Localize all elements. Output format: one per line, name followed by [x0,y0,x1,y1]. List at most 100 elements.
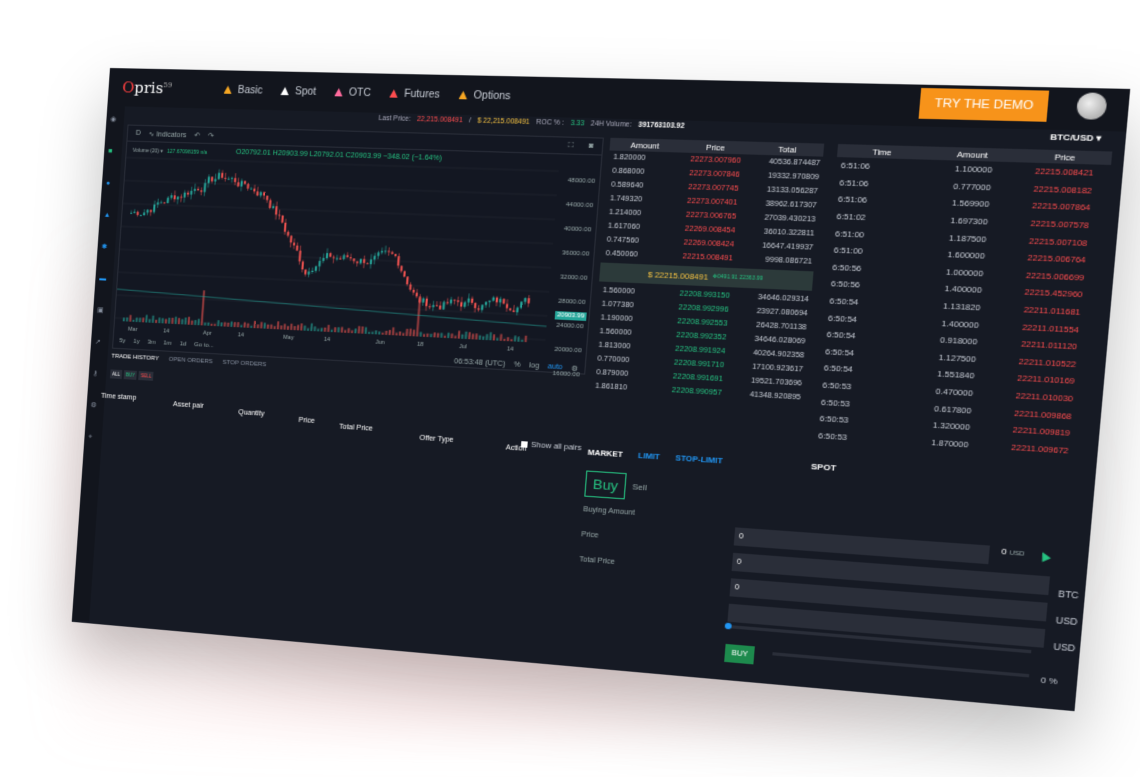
range-option[interactable]: Go to... [194,342,214,349]
tab-limit[interactable]: LIMIT [638,451,660,462]
volume-bar [341,327,343,333]
chart-settings-icon[interactable]: ⚙ [571,364,578,373]
y-tick: 40000.00 [563,218,592,243]
candle-body [442,302,445,310]
column-header[interactable]: Price [680,141,752,153]
nav-options[interactable]: Options [458,89,511,102]
history-column-header[interactable]: Quantity [238,409,265,418]
tab-stop-limit[interactable]: STOP-LIMIT [675,453,723,466]
undo-icon[interactable]: ↶ [194,131,200,139]
percent-toggle[interactable]: % [513,361,520,370]
camera-icon[interactable]: ◙ [588,142,593,150]
range-option[interactable]: 3m [147,340,156,346]
history-tab[interactable]: OPEN ORDERS [168,357,212,365]
show-all-checkbox[interactable] [521,441,528,448]
column-header[interactable]: Time [837,146,927,158]
buy-toggle[interactable]: Buy [584,470,626,499]
candle-body [200,190,202,192]
volume-bar [500,334,503,341]
nav-otc[interactable]: OTC [334,87,371,99]
buy-button[interactable]: BUY [724,644,755,665]
gear-icon[interactable]: ⚙ [90,402,98,410]
globe-icon[interactable]: ● [106,180,114,188]
candle-body [174,195,176,199]
avatar[interactable] [1076,92,1108,120]
log-toggle[interactable]: log [529,362,540,371]
history-column-header[interactable]: Asset pair [173,401,204,410]
volume-bar [317,329,319,332]
auto-toggle[interactable]: auto [547,363,562,372]
try-demo-button[interactable]: TRY THE DEMO [919,88,1049,122]
column-header[interactable]: Amount [610,139,681,151]
range-option[interactable]: 1d [179,341,186,347]
history-column-header[interactable]: Price [298,417,315,425]
history-column-header[interactable]: Offer Type [419,435,454,444]
column-header[interactable]: Amount [927,148,1019,161]
history-tab[interactable]: TRADE HISTORY [111,354,159,363]
share-icon[interactable]: ↗ [95,339,103,347]
trade-cell: 6:50:53 [813,430,906,445]
filter-all[interactable]: ALL [110,369,122,379]
grid-line [118,272,549,292]
redo-icon[interactable]: ↷ [208,131,214,139]
lock-icon[interactable]: ▣ [97,307,105,315]
volume-bar [191,320,193,324]
futures-icon [389,89,398,97]
sell-toggle[interactable]: Sell [632,482,647,492]
candle-body [253,189,255,192]
orderbook-cell: 1.749320 [605,195,678,205]
history-tab[interactable]: STOP ORDERS [222,360,266,368]
volume-bar [354,329,356,334]
candle-body [503,299,506,304]
trade-cell: 6:50:54 [823,313,916,327]
candle-body [363,259,365,263]
logo[interactable]: Opris59 [122,78,173,97]
range-option[interactable]: 1y [133,339,140,345]
tab-market[interactable]: MARKET [587,447,623,459]
indicators-button[interactable]: ∿ Indicators [148,130,186,139]
candle-body [143,213,145,216]
volume-bar [358,326,361,334]
volume-bar [344,330,346,333]
nav-spot[interactable]: Spot [280,85,316,97]
location-icon[interactable]: ⌖ [88,434,96,442]
candlestick-plot[interactable] [115,142,560,349]
wallet-icon[interactable]: ■ [108,148,116,156]
history-column-header[interactable]: Total Price [339,423,373,432]
orderbook-cell: 36010.322811 [744,228,817,238]
slider-handle[interactable] [725,623,732,630]
volume-bar [188,317,191,325]
key-icon[interactable]: ⚷ [92,370,100,378]
candle-body [304,270,306,275]
volume-bar [123,318,125,322]
nav-basic[interactable]: Basic [223,84,263,96]
candle-body [350,257,352,258]
trade-cell: 6:51:06 [836,161,929,174]
history-column-header[interactable]: Time stamp [101,393,137,402]
range-option[interactable]: 5y [119,338,126,344]
trade-cell: 22211.010169 [1000,373,1092,388]
chart-icon[interactable]: ▲ [103,212,111,220]
candle-body [301,262,304,270]
fullscreen-icon[interactable]: ⛶ [568,141,574,150]
nav-futures[interactable]: Futures [389,88,440,101]
filter-sell[interactable]: SELL [138,371,153,381]
volume-bar [234,322,236,327]
column-header[interactable]: Total [751,143,824,155]
interval-selector[interactable]: D [136,130,141,137]
pair-selector[interactable]: BTC/USD ▾ [1050,132,1102,143]
range-option[interactable]: 1m [163,340,172,346]
orderbook-cell: 34646.029314 [739,293,812,304]
card-icon[interactable]: ▬ [99,275,107,283]
candle-wick [279,210,280,220]
volume-bar [461,334,463,339]
settings-icon[interactable]: ✱ [101,244,109,252]
volume-bar [423,334,425,337]
column-header[interactable]: Price [1018,151,1112,164]
candle-body [260,192,262,196]
volume-bar [158,318,160,324]
candle-body [224,178,226,179]
price-chart[interactable]: D ∿ Indicators ↶ ↷ ⛶ ◙ Volume (20) ▾ 127… [112,125,604,375]
filter-buy[interactable]: BUY [124,370,138,380]
dashboard-icon[interactable]: ◉ [110,116,118,124]
